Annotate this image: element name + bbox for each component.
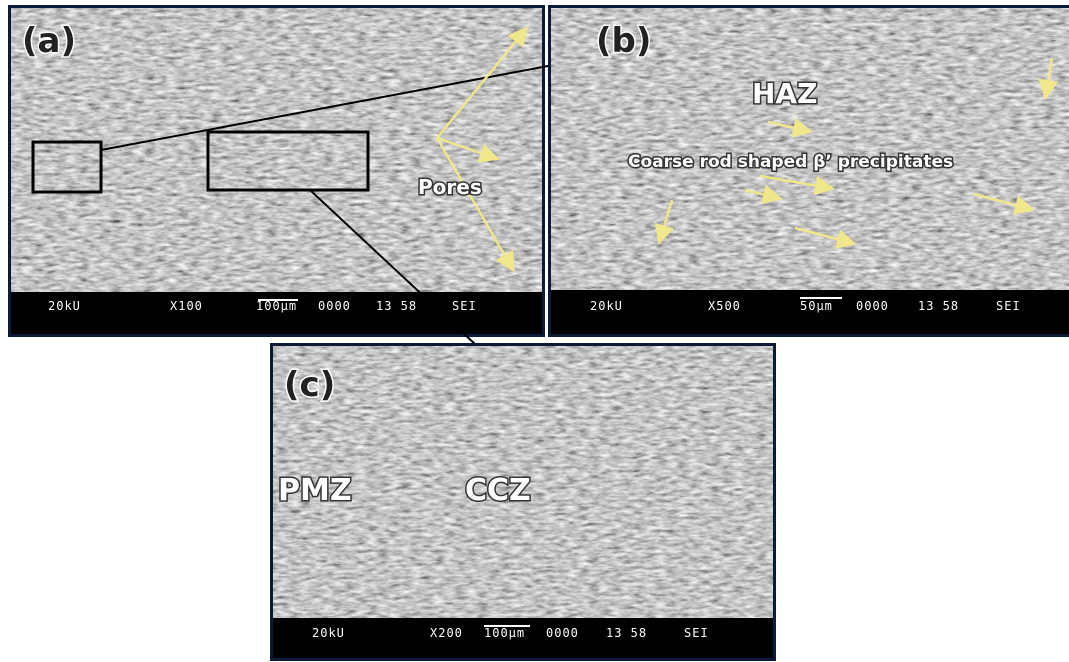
annotation: Coarse rod shaped β’ precipitates — [628, 152, 953, 172]
code: 0000 — [546, 626, 579, 640]
micrograph — [11, 8, 542, 292]
panel-a: (a) Pores 20kU X100 100µm 0000 13 58 SEI — [8, 5, 548, 345]
figure: (a) Pores 20kU X100 100µm 0000 13 58 SEI… — [0, 0, 1069, 662]
magnification: X500 — [708, 299, 741, 313]
annotation: CCZ — [465, 473, 531, 508]
annotation: HAZ — [752, 77, 817, 110]
mode: SEI — [684, 626, 709, 640]
panel-c: (c) PMZ CCZ 20kU X200 100µm 0000 13 58 S… — [270, 343, 776, 661]
magnification: X200 — [430, 626, 463, 640]
annotation: PMZ — [278, 473, 352, 508]
annotation: Pores — [418, 175, 482, 199]
panel-label: (a) — [22, 21, 76, 61]
scale: 100µm — [256, 299, 297, 313]
id: 13 58 — [376, 299, 417, 313]
id: 13 58 — [918, 299, 959, 313]
voltage: 20kU — [48, 299, 81, 313]
code: 0000 — [318, 299, 351, 313]
mode: SEI — [996, 299, 1021, 313]
scale: 100µm — [484, 626, 525, 640]
code: 0000 — [856, 299, 889, 313]
panel-label: (c) — [284, 365, 335, 405]
voltage: 20kU — [590, 299, 623, 313]
voltage: 20kU — [312, 626, 345, 640]
scale: 50µm — [800, 299, 833, 313]
panel-label: (b) — [596, 21, 651, 61]
mode: SEI — [452, 299, 477, 313]
panel-b: (b) HAZ Coarse rod shaped β’ precipitate… — [548, 5, 1069, 337]
magnification: X100 — [170, 299, 203, 313]
id: 13 58 — [606, 626, 647, 640]
